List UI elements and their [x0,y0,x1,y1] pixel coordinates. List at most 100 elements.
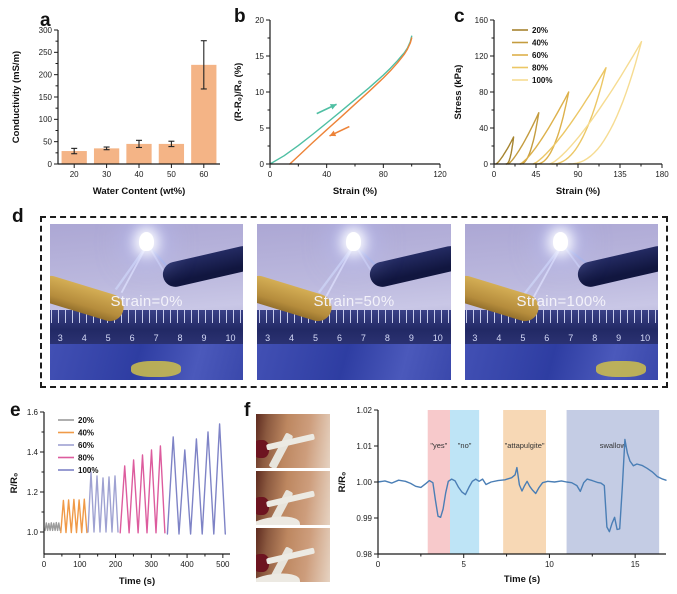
svg-text:Conductivity (mS/m): Conductivity (mS/m) [11,51,22,143]
svg-text:R/R₀: R/R₀ [337,472,348,493]
svg-text:0: 0 [376,560,381,569]
svg-text:1.2: 1.2 [27,488,39,497]
svg-text:Strain (%): Strain (%) [333,186,377,197]
panel-letter-d: d [12,206,24,227]
svg-text:60%: 60% [78,441,94,450]
strain-label: Strain=50% [313,292,395,310]
svg-text:Stress (kPa): Stress (kPa) [453,65,464,120]
svg-text:20: 20 [255,16,264,25]
svg-text:300: 300 [145,560,159,569]
panel-letter-f: f [244,400,251,421]
svg-text:20%: 20% [532,26,548,35]
svg-text:160: 160 [475,16,489,25]
svg-text:1.00: 1.00 [356,478,372,487]
svg-text:swallow: swallow [600,441,627,450]
svg-text:5: 5 [461,560,466,569]
svg-text:180: 180 [655,170,669,179]
svg-text:100: 100 [39,115,53,124]
panel-letter-c: c [454,6,465,27]
clip-graphic [256,496,270,516]
svg-text:0: 0 [48,160,53,169]
panel-letter-a: a [40,10,51,31]
svg-text:120: 120 [433,170,447,179]
ruler-numbers: 3 4 5 6 7 8 9 10 [265,332,443,343]
svg-text:15: 15 [255,52,264,61]
svg-text:0.98: 0.98 [356,550,372,559]
throat-signal-chart: "yes" "no" "attapulgite" swallow 0 5 10 15 0.98 0… [334,402,674,588]
svg-text:100%: 100% [78,466,98,475]
svg-text:30: 30 [102,170,111,179]
svg-text:20: 20 [70,170,79,179]
svg-text:1.6: 1.6 [27,408,39,417]
clip-graphic [256,553,270,573]
cyclic-resistance-chart: 0 100 200 300 400 500 1.0 1.2 1.4 1.6 Time (s) R/R₀… [6,402,240,590]
svg-text:40: 40 [479,124,488,133]
svg-text:80%: 80% [78,453,94,462]
yellow-object [596,361,647,377]
led-photo-strain-100: 3 4 5 6 7 8 9 10 Strain=100% [464,224,658,380]
svg-text:60%: 60% [532,51,548,60]
svg-text:400: 400 [180,560,194,569]
svg-text:90: 90 [574,170,583,179]
led-demo-dashed-box: 3 4 5 6 7 8 9 10 Strain=0% 3 4 5 6 7 8 9 10 [40,216,668,388]
svg-text:100: 100 [73,560,87,569]
svg-text:0: 0 [268,170,273,179]
svg-text:250: 250 [39,48,53,57]
svg-text:40: 40 [322,170,331,179]
led-photo-strain-50: 3 4 5 6 7 8 9 10 Strain=50% [257,224,451,380]
svg-text:Time (s): Time (s) [504,574,540,585]
led-light [138,231,154,251]
svg-text:40%: 40% [532,38,548,47]
svg-text:500: 500 [216,560,230,569]
svg-text:15: 15 [631,560,640,569]
svg-text:Strain (%): Strain (%) [556,186,600,197]
svg-text:10: 10 [545,560,554,569]
ruler-numbers: 3 4 5 6 7 8 9 10 [57,332,236,343]
svg-text:10: 10 [255,88,264,97]
white-cloth [256,570,301,582]
conductivity-bar-chart: 20 30 40 50 60 0 50 100 150 200 250 300 Water Conten… [8,8,230,200]
svg-text:100%: 100% [532,76,552,85]
led-light [345,231,361,251]
svg-text:0: 0 [42,560,47,569]
svg-text:"no": "no" [458,441,472,450]
svg-text:60: 60 [199,170,208,179]
svg-text:0: 0 [260,160,265,169]
svg-text:80: 80 [379,170,388,179]
svg-text:Time (s): Time (s) [119,576,155,587]
svg-text:5: 5 [260,124,265,133]
panel-letter-b: b [234,6,246,27]
svg-text:1.01: 1.01 [356,442,372,451]
ruler-numbers: 3 4 5 6 7 8 9 10 [472,332,651,343]
clip-graphic [256,439,270,459]
svg-text:20%: 20% [78,416,94,425]
svg-text:200: 200 [39,70,53,79]
led-light [553,231,569,251]
svg-text:1.4: 1.4 [27,448,39,457]
svg-text:150: 150 [39,93,53,102]
svg-text:1.02: 1.02 [356,406,372,415]
strain-label: Strain=100% [516,292,607,310]
panel-letter-e: e [10,400,21,421]
svg-text:40%: 40% [78,428,94,437]
resistance-strain-line-chart: 0 40 80 120 0 5 10 15 20 Strain (%) (R-R₀)/R₀ (%) [230,8,450,200]
throat-photo-2 [256,471,330,525]
led-photo-strain-0: 3 4 5 6 7 8 9 10 Strain=0% [50,224,244,380]
svg-text:200: 200 [109,560,123,569]
blue-cloth [257,344,451,380]
svg-text:300: 300 [39,26,53,35]
svg-text:0: 0 [484,160,489,169]
svg-text:"attapulgite": "attapulgite" [505,441,545,450]
svg-text:80: 80 [479,88,488,97]
svg-text:1.0: 1.0 [27,528,39,537]
svg-text:50: 50 [43,137,52,146]
svg-text:"yes": "yes" [430,441,447,450]
yellow-object [131,361,182,377]
svg-text:40: 40 [135,170,144,179]
svg-text:80%: 80% [532,63,548,72]
strain-label: Strain=0% [110,292,183,310]
throat-photo-stack [256,414,330,582]
svg-text:50: 50 [167,170,176,179]
svg-text:0.99: 0.99 [356,514,372,523]
